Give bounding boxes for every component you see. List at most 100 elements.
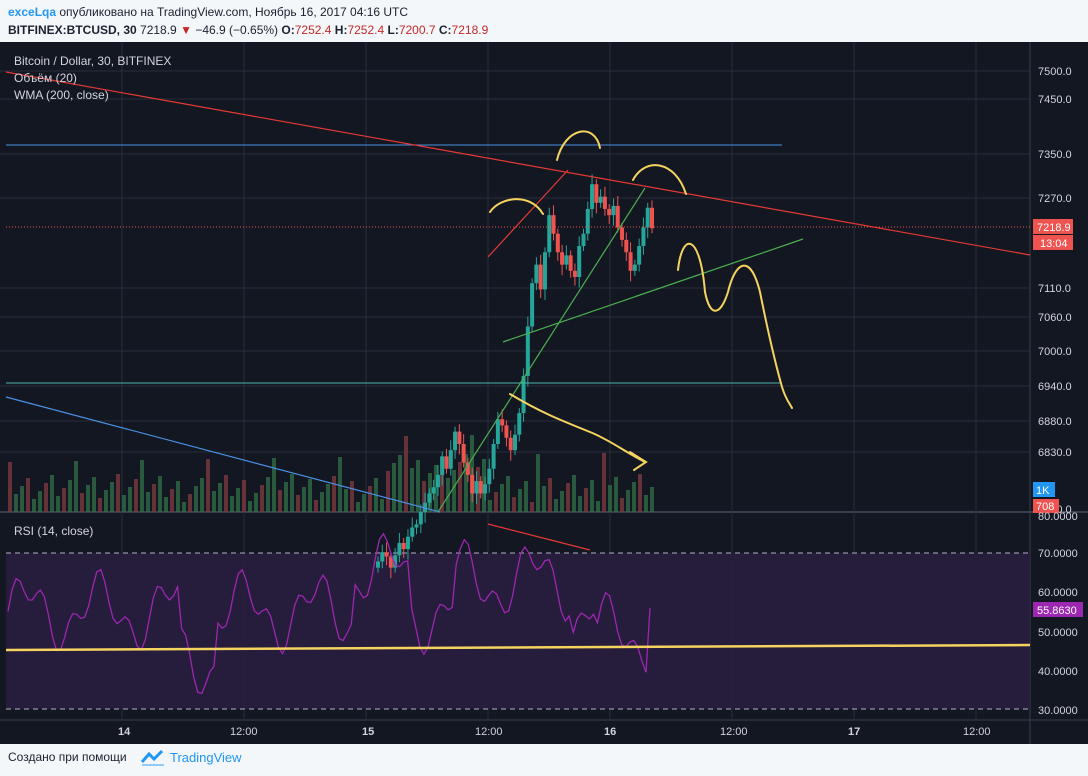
- candle-body: [393, 555, 398, 568]
- candle-body: [401, 542, 406, 550]
- volume-bar: [272, 458, 276, 512]
- candle-body: [551, 215, 556, 234]
- candle-body: [637, 246, 642, 265]
- tradingview-link[interactable]: TradingView: [170, 750, 242, 765]
- price-tick: 7270.0: [1038, 193, 1072, 205]
- rsi-axis[interactable]: 70.0000 60.0000 50.0000 40.0000 30.0000: [1038, 548, 1078, 717]
- volume-bar: [542, 486, 546, 512]
- candle-body: [487, 468, 492, 485]
- annotation-arrow[interactable]: [509, 393, 646, 463]
- volume-bar: [152, 484, 156, 512]
- candle-body: [500, 419, 505, 426]
- annotation-shoulder-right[interactable]: [632, 164, 687, 195]
- red-trendline-short[interactable]: [487, 169, 569, 258]
- candle-body: [620, 227, 625, 240]
- volume-bar: [134, 479, 138, 512]
- rsi-tick: 60.0000: [1038, 587, 1078, 599]
- tradingview-logo-icon[interactable]: [140, 748, 166, 766]
- open-label: O:: [281, 23, 295, 37]
- price-axis-bg: [1030, 42, 1088, 744]
- volume-value-badge: [1033, 499, 1059, 513]
- green-trendline-steep[interactable]: [437, 187, 646, 513]
- candle-body: [457, 431, 462, 444]
- candle-body: [650, 207, 654, 229]
- annotation-arrowhead[interactable]: [629, 451, 648, 471]
- volume-bar: [650, 487, 654, 512]
- countdown-badge-text: 13:04: [1040, 238, 1068, 250]
- volume-bar: [122, 495, 126, 512]
- volume-bar: [398, 455, 402, 512]
- annotation-forecast-path[interactable]: [677, 242, 793, 409]
- rsi-line: [7, 532, 651, 695]
- candle-body: [474, 481, 479, 494]
- volume-bar: [320, 492, 324, 512]
- footer: Создано при помощи TradingView: [0, 744, 1088, 776]
- author-link[interactable]: exceLqa: [8, 5, 57, 19]
- annotation-shoulder-left[interactable]: [489, 198, 544, 215]
- volume-bar: [554, 499, 558, 512]
- volume-bar: [194, 486, 198, 512]
- volume-bar: [278, 490, 282, 512]
- price-axis[interactable]: 7500.0 7450.0 7350.0 7270.0 7110.0 7060.…: [1038, 66, 1072, 516]
- volume-bar: [488, 500, 492, 512]
- price-tick: 6940.0: [1038, 381, 1072, 393]
- candle-body: [645, 207, 650, 228]
- volume-bar: [182, 502, 186, 512]
- rsi-divergence-line[interactable]: [487, 523, 591, 551]
- candle-body: [538, 264, 543, 290]
- candle-body: [585, 208, 590, 234]
- volume-bar: [434, 465, 438, 512]
- symbol-label: BITFINEX:BTCUSD, 30: [8, 23, 137, 37]
- volume-bar: [248, 501, 252, 512]
- volume-bar: [392, 463, 396, 512]
- volume-bar: [8, 462, 12, 512]
- candle-body: [414, 524, 419, 528]
- volume-bar: [362, 494, 366, 512]
- publish-line: exceLqa опубликовано на TradingView.com,…: [8, 5, 408, 19]
- candle-body: [555, 233, 560, 253]
- chart-canvas[interactable]: Bitcoin / Dollar, 30, BITFINEX Объём (20…: [0, 42, 1088, 744]
- rsi-top-tick: 80.0000: [1038, 511, 1078, 523]
- candle-body: [410, 527, 415, 537]
- price-tick: 7060.0: [1038, 312, 1072, 324]
- volume-bar: [560, 491, 564, 512]
- candle-body: [547, 215, 552, 253]
- volume-bar: [218, 483, 222, 512]
- time-tick: 12:00: [230, 726, 258, 738]
- volume-bar: [422, 481, 426, 512]
- candle-body: [376, 561, 380, 568]
- volume-bar: [332, 476, 336, 512]
- time-tick: 16: [604, 726, 616, 738]
- candle-body: [517, 413, 522, 435]
- green-trendline[interactable]: [502, 238, 804, 343]
- candle-body: [611, 205, 616, 216]
- red-trendline[interactable]: [5, 71, 1031, 256]
- volume-bar: [176, 481, 180, 512]
- volume-bar: [32, 499, 36, 512]
- annotation-head[interactable]: [556, 130, 601, 161]
- candle-body: [594, 184, 599, 203]
- last-price-badge-text: 7218.9: [1037, 222, 1071, 234]
- close-label: C:: [438, 23, 452, 37]
- time-tick: 12:00: [475, 726, 503, 738]
- candle-body: [602, 196, 607, 209]
- annotation-drawings[interactable]: [489, 130, 793, 471]
- volume-bar: [572, 475, 576, 512]
- rsi-yellow-line[interactable]: [5, 643, 1031, 652]
- rsi-band: [6, 553, 1030, 709]
- volume-bar: [458, 462, 462, 512]
- volume-bar: [506, 476, 510, 512]
- candle-body: [624, 239, 629, 253]
- volume-value-text: 708: [1036, 501, 1054, 513]
- close-value: 7218.9: [451, 23, 489, 37]
- price-change: −46.9 (−0.65%): [195, 23, 279, 37]
- candle-body: [384, 552, 389, 557]
- volume-bar: [410, 468, 414, 512]
- volume-bar: [638, 474, 642, 512]
- candle-body: [483, 484, 488, 494]
- candle-body: [530, 283, 535, 327]
- volume-bar: [590, 480, 594, 512]
- volume-bar: [608, 485, 612, 512]
- time-axis[interactable]: 14 12:00 15 12:00 16 12:00 17 12:00: [118, 726, 991, 738]
- blue-trendline[interactable]: [5, 396, 441, 513]
